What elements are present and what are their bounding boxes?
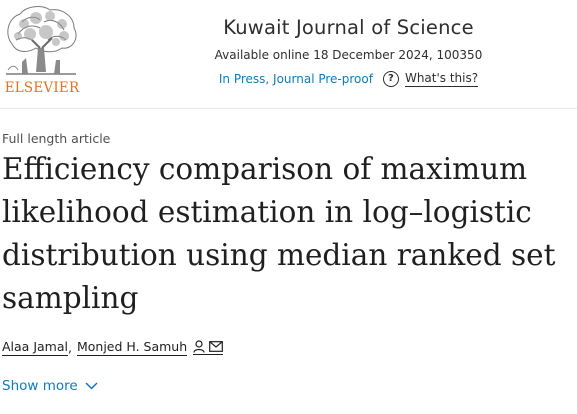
whats-this-label: What's this?	[404, 71, 479, 87]
author-link-second[interactable]: Monjed H. Samuh	[76, 339, 188, 356]
elsevier-tree-logo-icon	[6, 6, 77, 75]
header-divider	[0, 108, 577, 109]
article-status-row: In Press, Journal Pre-proof ? What's thi…	[120, 71, 577, 87]
envelope-icon	[209, 341, 224, 352]
article-type-label: Full length article	[2, 131, 111, 146]
person-icon	[193, 340, 205, 353]
journal-header: Kuwait Journal of Science Available onli…	[120, 16, 577, 87]
question-circle-icon: ?	[382, 71, 399, 87]
availability-text: Available online 18 December 2024, 10035…	[214, 48, 483, 62]
elsevier-logo[interactable]: ELSEVIER	[2, 4, 80, 96]
chevron-down-icon	[85, 382, 98, 390]
in-press-link[interactable]: In Press, Journal Pre-proof	[218, 72, 373, 86]
author-list: Alaa Jamal , Monjed H. Samuh	[2, 339, 224, 356]
author-separator: ,	[67, 340, 72, 355]
show-more-button[interactable]: Show more	[2, 378, 98, 394]
corresponding-author-icons[interactable]	[193, 340, 224, 355]
journal-title-link[interactable]: Kuwait Journal of Science	[223, 16, 474, 39]
article-title: Efficiency comparison of maximum likelih…	[2, 152, 556, 315]
whats-this-button[interactable]: ? What's this?	[382, 71, 479, 87]
author-link-first[interactable]: Alaa Jamal	[2, 339, 68, 356]
show-more-label: Show more	[2, 378, 78, 394]
elsevier-wordmark: ELSEVIER	[4, 80, 80, 96]
